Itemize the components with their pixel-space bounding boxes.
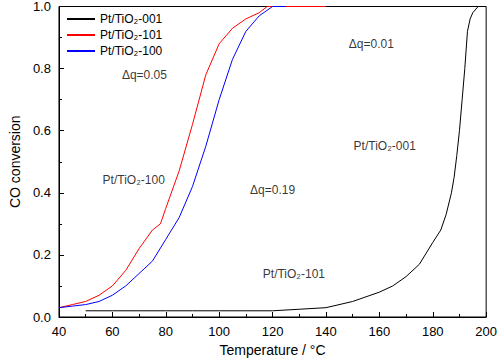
svg-text:Pt/TiO₂-001: Pt/TiO₂-001 [100, 12, 163, 26]
svg-text:200: 200 [475, 324, 497, 339]
svg-text:Temperature / °C: Temperature / °C [220, 342, 326, 358]
svg-text:60: 60 [105, 324, 119, 339]
svg-text:80: 80 [159, 324, 173, 339]
svg-text:120: 120 [262, 324, 284, 339]
svg-text:0.8: 0.8 [33, 61, 51, 76]
svg-text:Δq=0.01: Δq=0.01 [349, 37, 394, 51]
svg-text:Δq=0.05: Δq=0.05 [122, 68, 167, 82]
svg-text:0.4: 0.4 [33, 185, 51, 200]
svg-text:Pt/TiO₂-001: Pt/TiO₂-001 [354, 139, 417, 153]
svg-text:Pt/TiO₂-100: Pt/TiO₂-100 [103, 173, 166, 187]
svg-text:160: 160 [369, 324, 391, 339]
svg-text:CO conversion: CO conversion [7, 115, 23, 208]
svg-text:100: 100 [208, 324, 230, 339]
svg-text:140: 140 [315, 324, 337, 339]
svg-text:Pt/TiO₂-101: Pt/TiO₂-101 [263, 267, 326, 281]
svg-text:0.0: 0.0 [33, 310, 51, 325]
svg-text:0.2: 0.2 [33, 247, 51, 262]
svg-text:Pt/TiO₂-100: Pt/TiO₂-100 [100, 44, 163, 58]
svg-text:0.6: 0.6 [33, 123, 51, 138]
svg-text:Pt/TiO₂-101: Pt/TiO₂-101 [100, 28, 163, 42]
svg-text:Δq=0.19: Δq=0.19 [250, 183, 295, 197]
svg-text:40: 40 [52, 324, 66, 339]
svg-text:1.0: 1.0 [33, 0, 51, 14]
svg-text:180: 180 [422, 324, 444, 339]
